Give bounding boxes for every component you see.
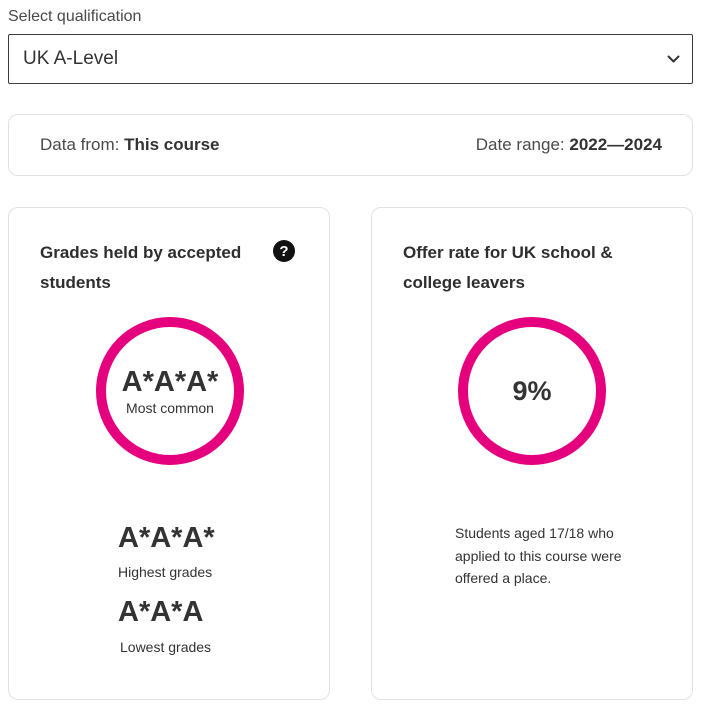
qualification-select[interactable]: UK A-Level: [8, 34, 693, 84]
data-from: Data from: This course: [40, 135, 220, 155]
date-range-label: Date range:: [475, 135, 565, 154]
most-common-grade: A*A*A*: [121, 366, 219, 398]
most-common-label: Most common: [126, 400, 214, 416]
grades-card: Grades held by accepted students ? A*A*A…: [8, 207, 330, 700]
date-range-value: 2022—2024: [569, 135, 662, 154]
chevron-down-icon: [666, 54, 680, 64]
offer-rate-card: Offer rate for UK school & college leave…: [371, 207, 693, 700]
offer-rate-value: 9%: [512, 375, 552, 406]
offer-rate-description: Students aged 17/18 who applied to this …: [455, 525, 622, 586]
qualification-select-value: UK A-Level: [23, 48, 119, 69]
offer-rate-title: Offer rate for UK school & college leave…: [403, 243, 613, 292]
lowest-grade-label: Lowest grades: [120, 639, 212, 655]
most-common-ring: A*A*A* Most common: [96, 317, 244, 465]
date-range: Date range: 2022—2024: [476, 135, 662, 155]
data-info-bar: Data from: This course Date range: 2022—…: [8, 114, 693, 176]
highest-grade-label: Highest grades: [118, 564, 213, 580]
question-circle-icon[interactable]: ?: [273, 240, 295, 262]
data-from-label: Data from:: [40, 135, 120, 154]
offer-rate-ring: 9%: [458, 317, 606, 465]
select-qualification-label: Select qualification: [8, 8, 142, 25]
lowest-grade-value: A*A*A: [118, 596, 204, 628]
grades-card-title: Grades held by accepted students: [40, 243, 242, 292]
highest-grade-value: A*A*A*: [118, 522, 215, 554]
data-from-value: This course: [124, 135, 220, 154]
